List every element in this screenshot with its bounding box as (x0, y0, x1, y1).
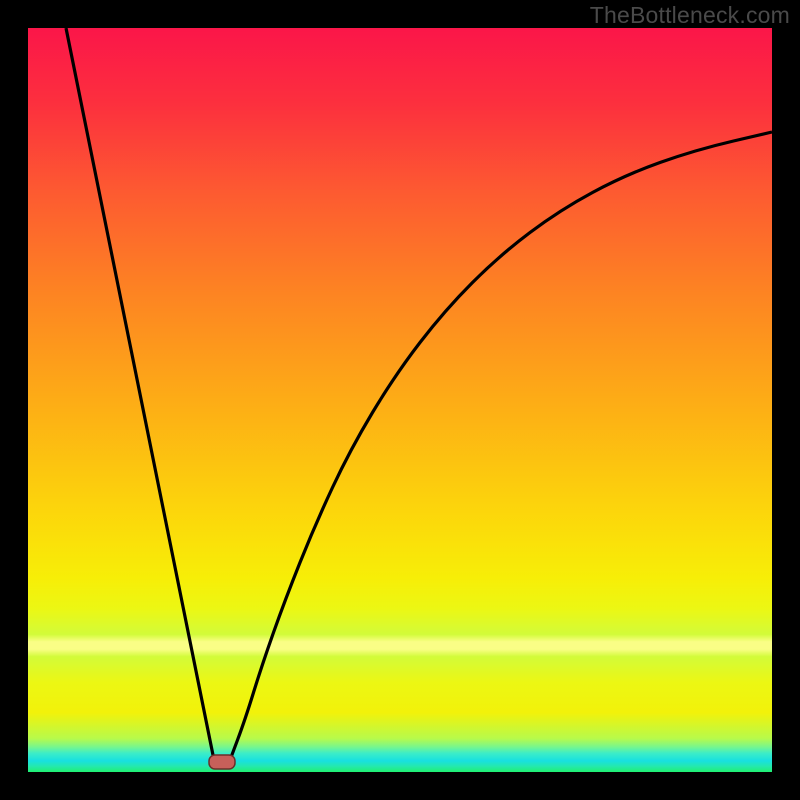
minimum-marker (209, 755, 235, 769)
watermark-text: TheBottleneck.com (590, 2, 790, 29)
bottleneck-chart (0, 0, 800, 800)
